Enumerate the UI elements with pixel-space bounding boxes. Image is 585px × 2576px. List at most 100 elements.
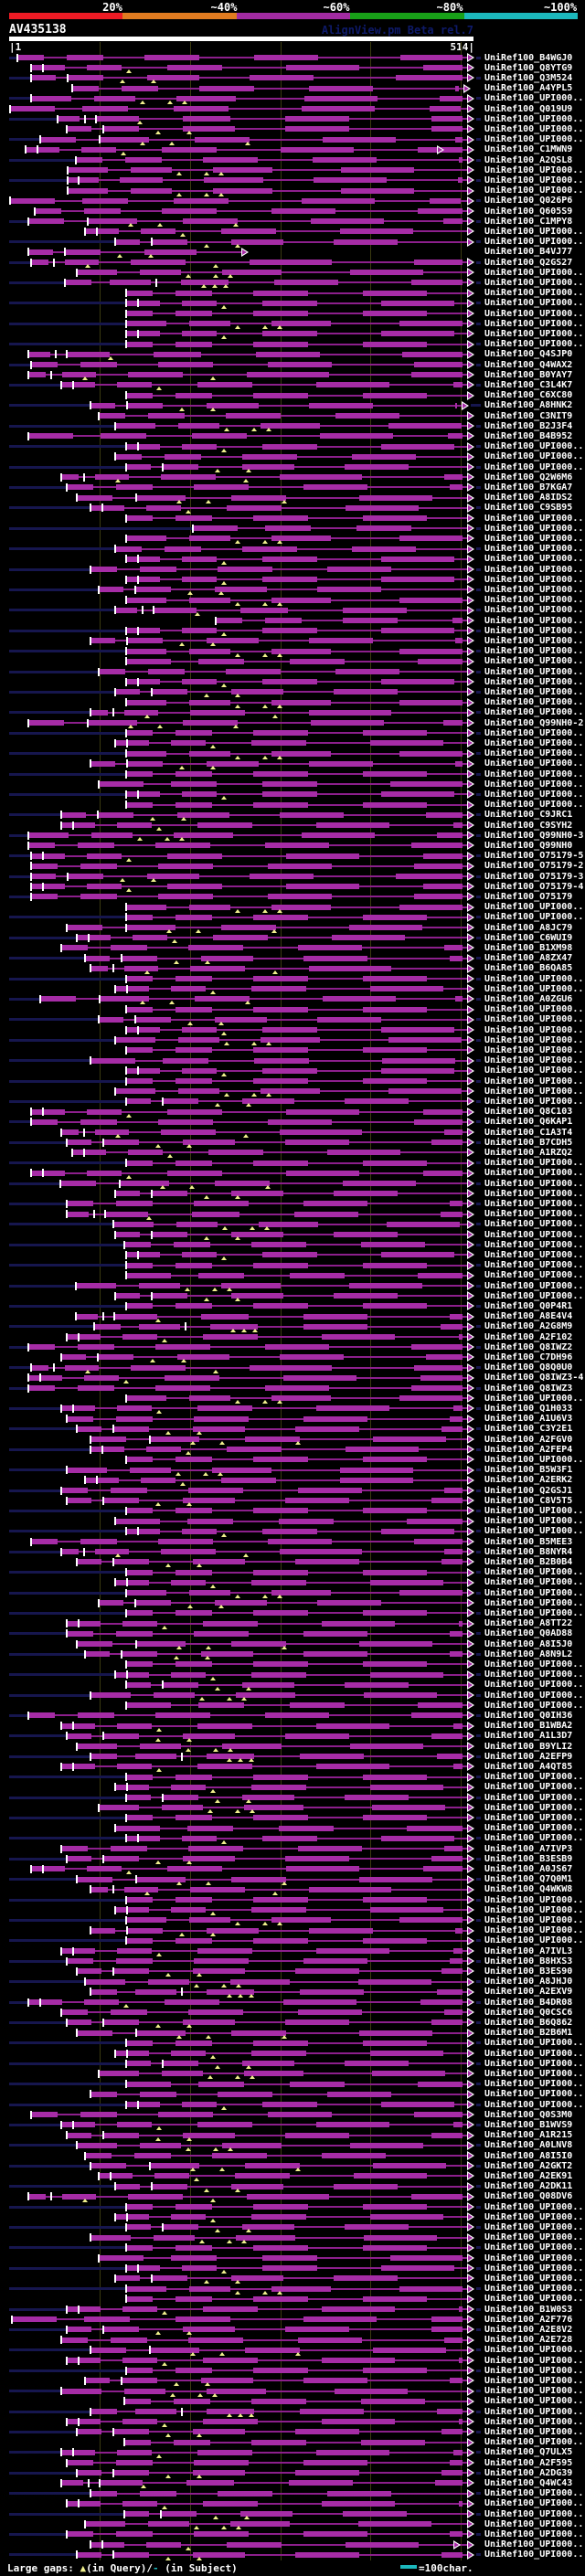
hsp-bar xyxy=(34,210,468,212)
arrow-right-icon xyxy=(467,1598,474,1608)
query-gap-marker xyxy=(156,1410,162,1415)
hsp-segment xyxy=(350,270,423,276)
boundary-tick xyxy=(30,1864,32,1873)
boundary-tick xyxy=(64,278,66,287)
query-gap-marker xyxy=(197,2433,202,2438)
hsp-segment xyxy=(396,874,463,879)
hsp-segment xyxy=(423,1866,463,1872)
arrow-right-icon xyxy=(437,144,444,154)
hsp-segment xyxy=(193,2551,245,2558)
hsp-segment xyxy=(253,2368,308,2374)
subject-overhang-line xyxy=(9,854,30,858)
subject-overhang-line xyxy=(9,219,27,223)
hsp-segment xyxy=(197,1764,252,1770)
hsp-segment xyxy=(418,658,463,664)
arrow-right-icon xyxy=(467,2151,474,2160)
boundary-tick xyxy=(57,114,58,123)
hsp-segment xyxy=(125,699,166,705)
subject-overhang-line xyxy=(476,445,481,449)
hsp-segment xyxy=(253,1610,308,1617)
hsp-segment xyxy=(459,157,463,163)
query-gap-marker xyxy=(228,1748,233,1752)
subject-overhang-line xyxy=(9,363,30,366)
subject-overhang-line xyxy=(476,1345,481,1349)
hsp-segment xyxy=(444,945,463,951)
hsp-segment xyxy=(146,504,181,511)
query-gap-marker xyxy=(262,908,268,913)
alignment-row: UniRef100_UPI000.. xyxy=(0,451,585,462)
subject-overhang-line xyxy=(9,711,90,715)
hsp-bar xyxy=(60,1407,468,1410)
hsp-segment xyxy=(102,2019,139,2026)
boundary-tick xyxy=(123,1240,125,1249)
hit-accession-label: UniRef100_Q8C103 xyxy=(484,1107,573,1118)
query-gap-marker xyxy=(241,1328,247,1332)
hsp-segment xyxy=(121,2378,157,2384)
hsp-segment xyxy=(363,2204,427,2210)
hsp-bar xyxy=(66,1632,468,1635)
hsp-segment xyxy=(112,2429,149,2435)
hsp-segment xyxy=(84,1651,110,1658)
boundary-tick xyxy=(67,175,69,185)
hsp-segment xyxy=(176,2244,212,2251)
query-gap-marker xyxy=(162,2311,167,2315)
hsp-segment xyxy=(204,177,263,184)
arrow-right-icon xyxy=(467,882,474,892)
hsp-segment xyxy=(125,791,160,798)
hsp-segment xyxy=(298,1846,362,1851)
hit-accession-label: UniRef100_C6WUI9 xyxy=(484,932,573,943)
boundary-tick xyxy=(66,2325,68,2334)
hsp-bar xyxy=(9,199,468,202)
boundary-tick xyxy=(60,943,62,952)
hsp-segment xyxy=(149,1436,199,1442)
hsp-segment xyxy=(262,1067,317,1074)
arrow-right-icon xyxy=(467,872,474,881)
hit-accession-label: UniRef100_UPI000.. xyxy=(484,1516,584,1527)
alignment-row: UniRef100_UPI000.. xyxy=(0,1260,585,1271)
alignment-row: UniRef100_UPI000.. xyxy=(0,309,585,319)
hsp-segment xyxy=(316,1764,389,1770)
hsp-segment xyxy=(59,1181,96,1186)
hsp-bar xyxy=(30,77,468,80)
alignment-row: UniRef100_O75179-4 xyxy=(0,882,585,893)
boundary-tick xyxy=(66,2356,68,2365)
hit-accession-label: UniRef100_UPI000.. xyxy=(484,186,584,196)
hit-accession-label: UniRef100_UPI000.. xyxy=(484,2038,584,2049)
boundary-tick xyxy=(114,421,116,430)
hsp-segment xyxy=(363,1937,427,1944)
query-gap-marker xyxy=(169,141,175,145)
arrow-right-icon xyxy=(467,2478,474,2488)
alignment-row: UniRef100_Q4WKW8 xyxy=(0,1884,585,1895)
hsp-segment xyxy=(226,413,281,419)
alignment-row: UniRef100_UPI000.. xyxy=(0,790,585,800)
alignment-row: UniRef100_UPI000.. xyxy=(0,677,585,688)
hsp-segment xyxy=(90,1927,115,1934)
boundary-tick xyxy=(66,1629,68,1638)
alignment-row: UniRef100_UPI000.. xyxy=(0,1158,585,1169)
hsp-bar xyxy=(30,364,468,366)
subject-overhang-line xyxy=(476,895,481,898)
hsp-bar xyxy=(30,2114,468,2116)
hit-accession-label: UniRef100_B4B952 xyxy=(484,430,573,441)
hsp-segment xyxy=(182,1027,217,1033)
arrow-right-icon xyxy=(467,1691,474,1700)
arrow-right-icon xyxy=(467,738,474,748)
hsp-segment xyxy=(418,1272,463,1278)
arrow-right-icon xyxy=(467,2018,474,2028)
hsp-segment xyxy=(215,1181,270,1186)
hsp-segment xyxy=(98,2071,139,2077)
query-gap-marker xyxy=(186,131,192,135)
hsp-segment xyxy=(340,1477,413,1483)
arrow-right-icon xyxy=(467,1035,474,1045)
subject-overhang-line xyxy=(476,1632,481,1636)
subject-overhang-line xyxy=(9,567,90,571)
boundary-tick xyxy=(134,1598,136,1607)
alignment-row: UniRef100_UPI000.. xyxy=(0,1905,585,1916)
boundary-tick xyxy=(125,1527,127,1536)
hit-accession-label: UniRef100_UPI000.. xyxy=(484,1055,584,1066)
subject-overhang-line xyxy=(476,1059,481,1063)
hit-accession-label: UniRef100_UPI000.. xyxy=(484,2294,584,2305)
query-gap-marker xyxy=(210,2198,216,2202)
hsp-segment xyxy=(262,2265,317,2272)
alignment-row: UniRef100_UPI000.. xyxy=(0,237,585,248)
